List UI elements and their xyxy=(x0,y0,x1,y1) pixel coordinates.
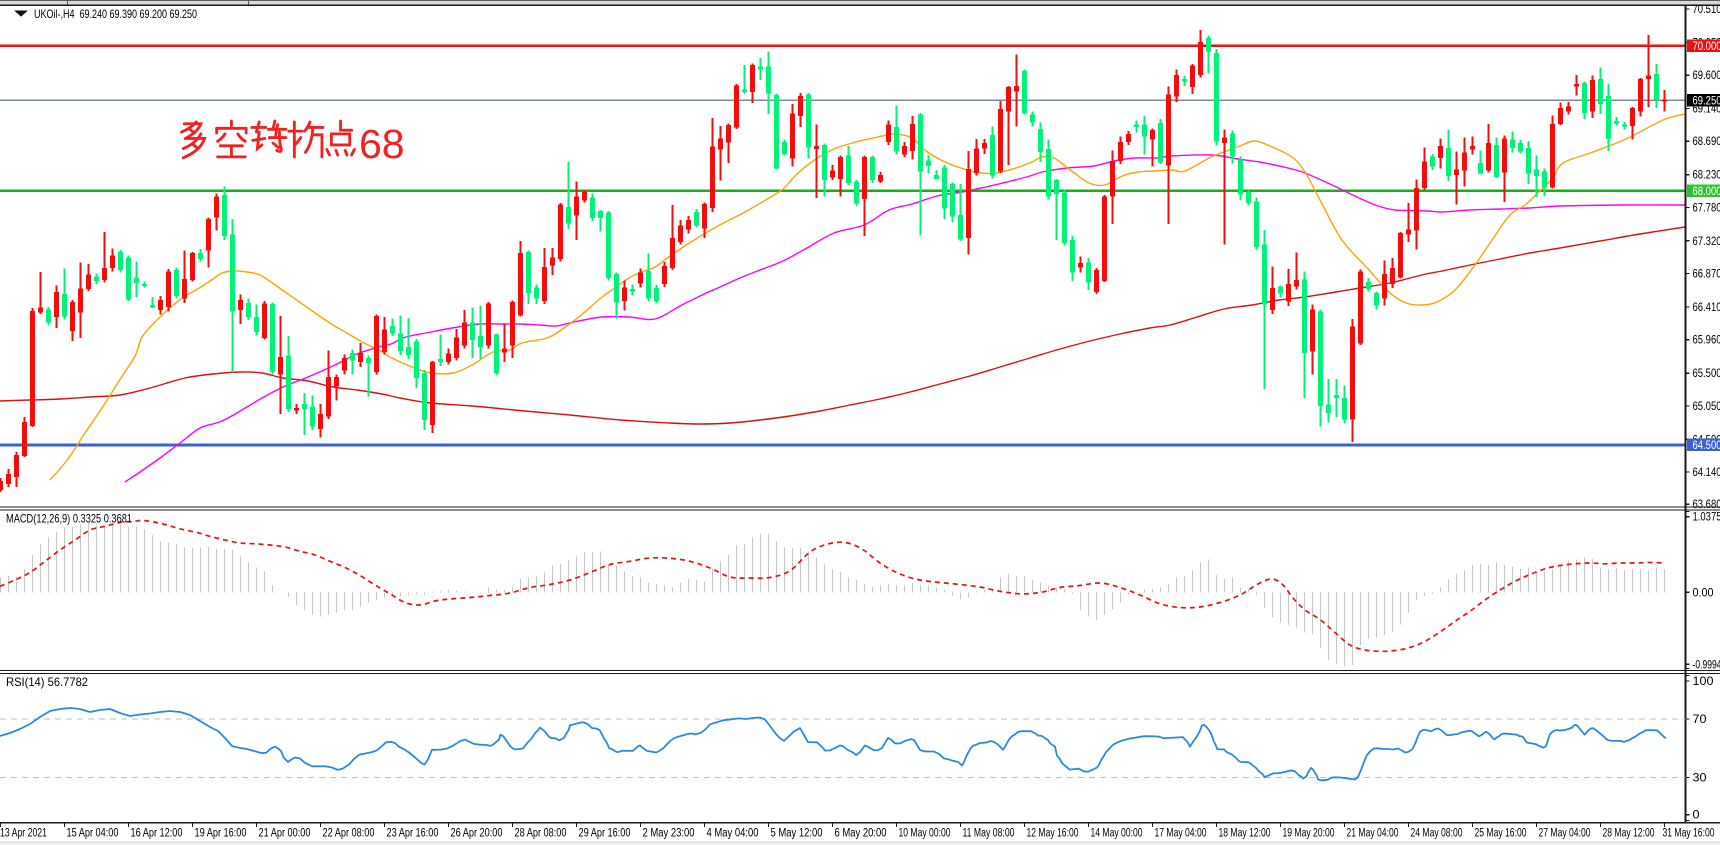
svg-text:13 Apr 2021: 13 Apr 2021 xyxy=(0,828,47,840)
svg-text:68.000: 68.000 xyxy=(1693,186,1720,198)
svg-text:19 May 20:00: 19 May 20:00 xyxy=(1283,828,1335,840)
svg-text:24 May 08:00: 24 May 08:00 xyxy=(1411,828,1463,840)
svg-text:66.410: 66.410 xyxy=(1693,302,1720,314)
svg-text:68.230: 68.230 xyxy=(1693,170,1720,182)
svg-text:18 May 12:00: 18 May 12:00 xyxy=(1219,828,1271,840)
svg-text:63.680: 63.680 xyxy=(1693,499,1720,511)
svg-text:70.510: 70.510 xyxy=(1693,4,1720,16)
svg-text:2 May 23:00: 2 May 23:00 xyxy=(643,828,695,840)
svg-text:64.500: 64.500 xyxy=(1693,440,1720,452)
svg-text:22 Apr 08:00: 22 Apr 08:00 xyxy=(323,828,375,840)
svg-text:0: 0 xyxy=(1693,810,1700,822)
svg-text:6 May 20:00: 6 May 20:00 xyxy=(835,828,887,840)
svg-text:0.00: 0.00 xyxy=(1693,587,1714,599)
svg-text:16 Apr 12:00: 16 Apr 12:00 xyxy=(131,828,183,840)
svg-text:4 May 04:00: 4 May 04:00 xyxy=(707,828,759,840)
svg-text:14 May 00:00: 14 May 00:00 xyxy=(1091,828,1143,840)
svg-text:68: 68 xyxy=(359,121,405,167)
svg-text:MACD(12,26,9) 0.3325 0.3681: MACD(12,26,9) 0.3325 0.3681 xyxy=(6,512,132,526)
svg-text:1.0375: 1.0375 xyxy=(1693,512,1720,524)
svg-text:12 May 16:00: 12 May 16:00 xyxy=(1027,828,1079,840)
svg-text:67.320: 67.320 xyxy=(1693,236,1720,248)
svg-text:70: 70 xyxy=(1693,714,1707,726)
svg-text:69.250: 69.250 xyxy=(1693,96,1720,108)
svg-text:-0.9994: -0.9994 xyxy=(1693,659,1720,671)
svg-text:100: 100 xyxy=(1693,676,1714,688)
svg-text:17 May 04:00: 17 May 04:00 xyxy=(1155,828,1207,840)
svg-text:19 Apr 16:00: 19 Apr 16:00 xyxy=(195,828,247,840)
svg-text:23 Apr 16:00: 23 Apr 16:00 xyxy=(387,828,439,840)
svg-text:69.600: 69.600 xyxy=(1693,70,1720,82)
svg-text:65.050: 65.050 xyxy=(1693,401,1720,413)
svg-text:64.140: 64.140 xyxy=(1693,467,1720,479)
svg-text:65.960: 65.960 xyxy=(1693,335,1720,347)
svg-text:10 May 00:00: 10 May 00:00 xyxy=(899,828,951,840)
svg-text:68.690: 68.690 xyxy=(1693,136,1720,148)
svg-text:21 May 04:00: 21 May 04:00 xyxy=(1347,828,1399,840)
svg-text:25 May 16:00: 25 May 16:00 xyxy=(1475,828,1527,840)
svg-text:15 Apr 04:00: 15 Apr 04:00 xyxy=(67,828,119,840)
svg-text:5 May 12:00: 5 May 12:00 xyxy=(771,828,823,840)
svg-text:RSI(14) 56.7782: RSI(14) 56.7782 xyxy=(6,675,88,689)
svg-text:27 May 04:00: 27 May 04:00 xyxy=(1539,828,1591,840)
svg-text:65.500: 65.500 xyxy=(1693,368,1720,380)
svg-text:31 May 16:00: 31 May 16:00 xyxy=(1663,828,1715,840)
svg-text:66.870: 66.870 xyxy=(1693,269,1720,281)
svg-text:70.000: 70.000 xyxy=(1693,41,1720,53)
svg-text:67.780: 67.780 xyxy=(1693,202,1720,214)
svg-text:26 Apr 20:00: 26 Apr 20:00 xyxy=(451,828,503,840)
svg-text:30: 30 xyxy=(1693,772,1707,784)
svg-text:28 Apr 08:00: 28 Apr 08:00 xyxy=(515,828,567,840)
svg-text:29 Apr 16:00: 29 Apr 16:00 xyxy=(579,828,631,840)
svg-text:11 May 08:00: 11 May 08:00 xyxy=(963,828,1015,840)
svg-text:28 May 12:00: 28 May 12:00 xyxy=(1603,828,1655,840)
svg-text:21 Apr 00:00: 21 Apr 00:00 xyxy=(259,828,311,840)
svg-text:UKOil-,H4 69.240 69.390 69.20: UKOil-,H4 69.240 69.390 69.200 69.250 xyxy=(34,7,197,21)
